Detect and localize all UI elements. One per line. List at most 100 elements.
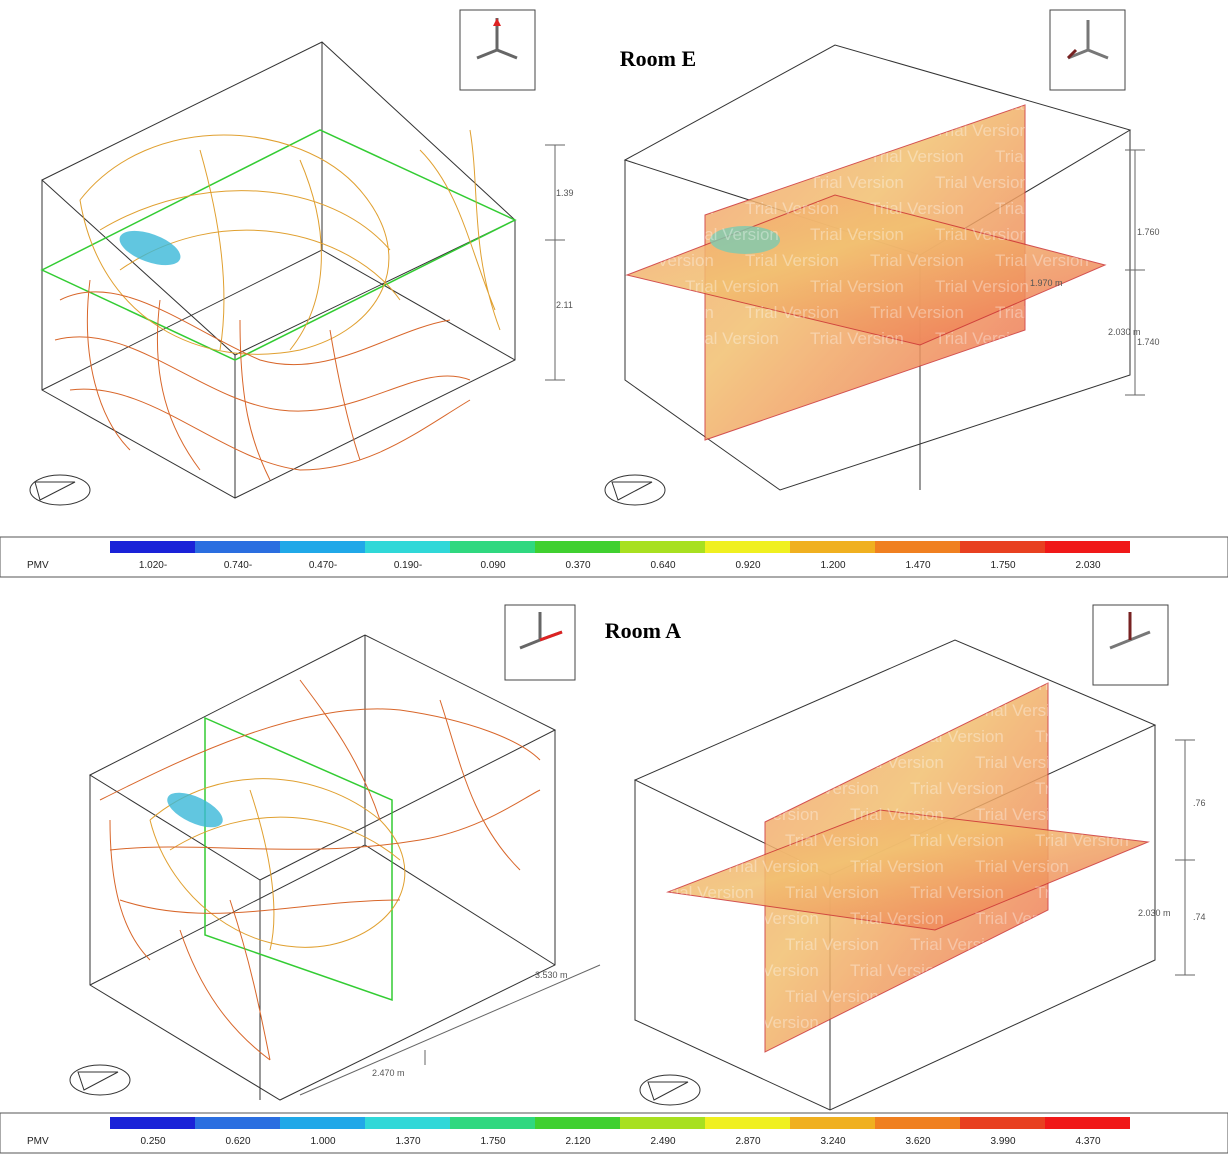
color-swatch [280,541,365,553]
legend-tick: 0.470- [309,560,337,571]
legend-label: PMV [27,560,49,571]
room-a-mesh-view [69,634,601,1101]
watermark: Trial Version [745,147,839,166]
watermark: Trial Version [975,909,1069,928]
watermark: Trial Version [600,753,694,772]
watermark: Trial Version [995,199,1089,218]
legend-tick: 0.190- [394,560,422,571]
watermark: Trial Version [850,805,944,824]
watermark: Trial Version [620,251,714,270]
watermark: Trial Version [600,961,694,980]
legend-tick: 2.120 [565,1136,590,1147]
watermark: Trial Version [620,303,714,322]
watermark: Trial Version [660,831,754,850]
watermark: Trial Version [725,909,819,928]
color-swatch [535,541,620,553]
watermark: Trial Version [910,779,1004,798]
watermark: Trial Version [810,173,904,192]
watermark: Trial Version [935,173,1029,192]
watermark: Trial Version [725,753,819,772]
dimension-label: 1.970 m [1030,278,1063,288]
watermark: Trial Version [560,225,654,244]
watermark: Trial Version [745,95,839,114]
room-title: Room A [605,618,682,643]
legend-tick: 1.000 [310,1136,335,1147]
watermark: Trial Version [935,121,1029,140]
watermark: Trial Version [850,701,944,720]
watermark: Trial Version [850,857,944,876]
watermark: Trial Version [725,805,819,824]
watermark: Trial Version [810,329,904,348]
watermark: Trial Version [910,831,1004,850]
dimension-label: 3.530 m [535,970,568,980]
watermark: Trial Version [560,329,654,348]
legends: PMV 1.020- 0.740- 0.470- 0.190- 0.090 0.370 0.6… [0,536,1228,1154]
color-swatch [875,541,960,553]
legend-tick: 1.470 [905,560,930,571]
dimension-label: .74 [1193,912,1206,922]
watermark: Trial Version [1035,935,1129,954]
legend-tick: 1.200 [820,560,845,571]
watermark: Trial Version [935,225,1029,244]
legend-tick: 0.090 [480,560,505,571]
color-swatch [960,541,1045,553]
watermark: Trial Version [850,909,944,928]
watermark: Trial Version [685,225,779,244]
watermark: Trial Version [870,147,964,166]
watermark: Trial Version [560,121,654,140]
watermark: Trial Version [910,987,1004,1006]
color-swatch [280,1117,365,1129]
watermark: Trial Version [850,1013,944,1032]
color-swatch [875,1117,960,1129]
color-swatch [1045,541,1130,553]
watermark: Trial Version [870,251,964,270]
watermark: Trial Version [600,805,694,824]
watermark: Trial Version [975,1013,1069,1032]
watermark: Trial Version [685,329,779,348]
dimension-label: 2.11 [556,300,573,310]
watermark: Trial Version [785,675,879,694]
legend-tick: 0.370 [565,560,590,571]
watermark: Trial Version [810,225,904,244]
legend-tick: 1.020- [139,560,167,571]
legend-tick: 3.620 [905,1136,930,1147]
dimension-label: 2.030 m [1138,908,1171,918]
watermark: Trial Version [785,883,879,902]
watermark: Trial Version [810,121,904,140]
watermark: Trial Version [600,857,694,876]
watermark: Trial Version [1035,883,1129,902]
watermark: Trial Version [660,779,754,798]
watermark: Trial Version [620,199,714,218]
watermark: Trial Version [785,727,879,746]
watermark: Trial Version [660,727,754,746]
watermark: Trial Version [910,1039,1004,1058]
watermark: Trial Version [935,277,1029,296]
watermark: Trial Version [785,831,879,850]
legend-tick: 0.920 [735,560,760,571]
watermark: Trial Version [600,909,694,928]
legend-tick: 2.870 [735,1136,760,1147]
watermark: Trial Version [745,251,839,270]
color-swatch [790,541,875,553]
watermark: Trial Version [870,95,964,114]
watermark: Trial Version [1035,987,1129,1006]
legend-tick: 4.370 [1075,1136,1100,1147]
color-swatch [705,1117,790,1129]
watermark: Trial Version [620,95,714,114]
watermark: Trial Version [995,251,1089,270]
legend-tick: 3.240 [820,1136,845,1147]
watermark: Trial Version [725,1013,819,1032]
watermark: Trial Version [975,701,1069,720]
color-swatch [620,1117,705,1129]
legend-label: PMV [27,1136,49,1147]
dimension-label: 2.470 m [372,1068,405,1078]
watermark: Trial Version [685,121,779,140]
room-e-mesh-view [29,41,565,506]
legend-tick: 0.740- [224,560,252,571]
color-swatch [1045,1117,1130,1129]
legend-tick: 0.640 [650,560,675,571]
color-swatch [450,1117,535,1129]
color-swatch [365,1117,450,1129]
watermark: Trial Version [975,805,1069,824]
